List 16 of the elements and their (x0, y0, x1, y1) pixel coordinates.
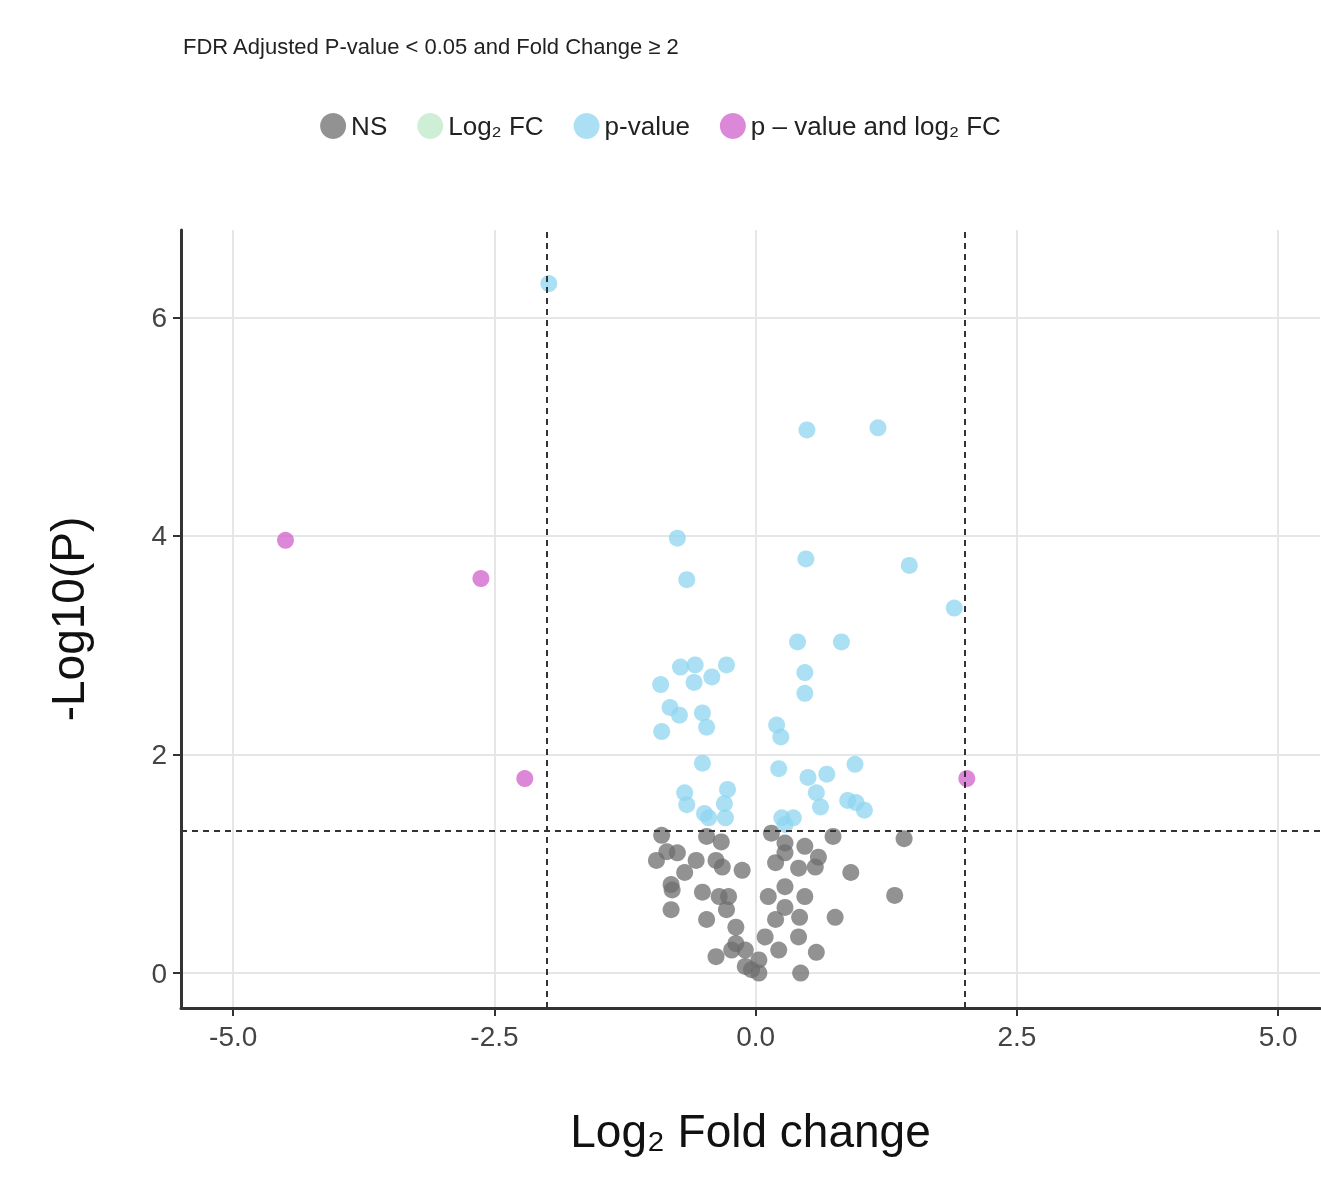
x-tick-label: 0.0 (736, 1020, 776, 1052)
chart-title: FDR Adjusted P-value < 0.05 and Fold Change ≥ 2 (183, 33, 679, 59)
legend-label: Log₂ FC (448, 111, 544, 141)
y-tick-label: 2 (151, 738, 167, 770)
x-axis-title: Log₂ Fold change (570, 1105, 931, 1157)
legend-label: p-value (604, 111, 690, 141)
legend-label: p – value and log₂ FC (750, 111, 1001, 141)
x-tick-label: -5.0 (209, 1020, 258, 1052)
y-axis-title: -Log10(P) (42, 516, 94, 722)
y-tick-label: 4 (151, 520, 167, 552)
x-tick-label: 2.5 (997, 1020, 1037, 1052)
x-tick-label: 5.0 (1258, 1020, 1298, 1052)
x-tick-label: -2.5 (470, 1020, 519, 1052)
y-tick-label: 0 (151, 957, 167, 989)
legend-label: NS (351, 111, 388, 141)
y-tick-label: 6 (151, 301, 167, 333)
